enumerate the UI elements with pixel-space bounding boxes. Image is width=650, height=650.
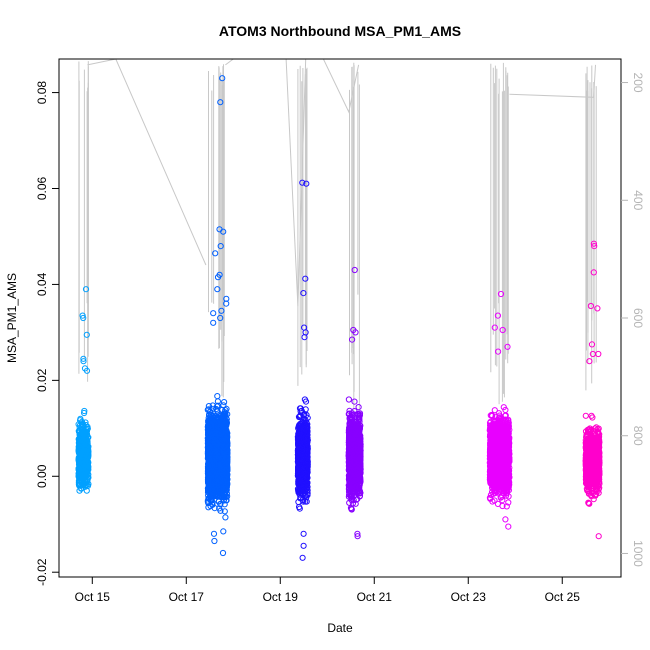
- data-point-outlier: [300, 542, 307, 549]
- altitude-track-segment: [509, 64, 596, 98]
- data-point-outlier: [82, 286, 90, 293]
- data-point: [80, 466, 87, 473]
- data-point: [78, 439, 85, 446]
- data-point: [81, 439, 88, 446]
- chart-title: ATOM3 Northbound MSA_PM1_AMS: [219, 23, 461, 39]
- data-point: [77, 454, 84, 461]
- data-point: [81, 409, 88, 417]
- data-point: [84, 465, 91, 472]
- data-point: [77, 415, 84, 422]
- altitude-track-segment: [225, 59, 234, 66]
- data-point-outlier: [299, 554, 306, 561]
- altitude-track-segment: [87, 59, 207, 266]
- data-point: [78, 473, 85, 480]
- data-point: [78, 479, 85, 486]
- data-point: [82, 446, 89, 453]
- data-point-outlier: [210, 530, 218, 537]
- data-point-outlier: [219, 549, 227, 557]
- x-axis-label: Date: [327, 621, 353, 635]
- series-2: [204, 75, 231, 557]
- data-point-outlier: [210, 310, 217, 317]
- data-point: [84, 425, 91, 432]
- data-point-outlier: [80, 314, 87, 322]
- data-point: [85, 481, 92, 488]
- data-point: [81, 407, 88, 415]
- data-point-outlier: [300, 530, 307, 537]
- data-point-outlier: [83, 367, 91, 374]
- altitude-track-segment: [322, 59, 360, 114]
- data-points: [75, 75, 603, 561]
- data-point: [351, 398, 358, 405]
- series-4: [345, 266, 364, 540]
- data-point: [78, 462, 86, 469]
- data-point-outlier: [79, 312, 86, 319]
- data-point: [214, 393, 221, 400]
- data-point: [81, 480, 88, 487]
- data-point: [221, 399, 228, 406]
- data-point: [82, 458, 89, 465]
- data-point-outlier: [211, 537, 218, 545]
- data-point: [76, 487, 83, 494]
- data-point-outlier: [210, 319, 217, 326]
- data-point-outlier: [80, 355, 87, 362]
- series-1: [75, 286, 92, 494]
- data-point: [345, 396, 352, 403]
- data-point-outlier: [80, 358, 87, 365]
- y-axis-label: MSA_PM1_AMS: [5, 273, 19, 363]
- data-point-outlier: [220, 528, 227, 535]
- data-point: [78, 433, 85, 440]
- data-point: [78, 418, 86, 425]
- data-point: [222, 514, 229, 521]
- data-point-outlier: [83, 331, 90, 338]
- altitude-track: [78, 59, 597, 412]
- data-point: [81, 474, 88, 481]
- data-point: [77, 438, 84, 446]
- data-point: [81, 450, 88, 457]
